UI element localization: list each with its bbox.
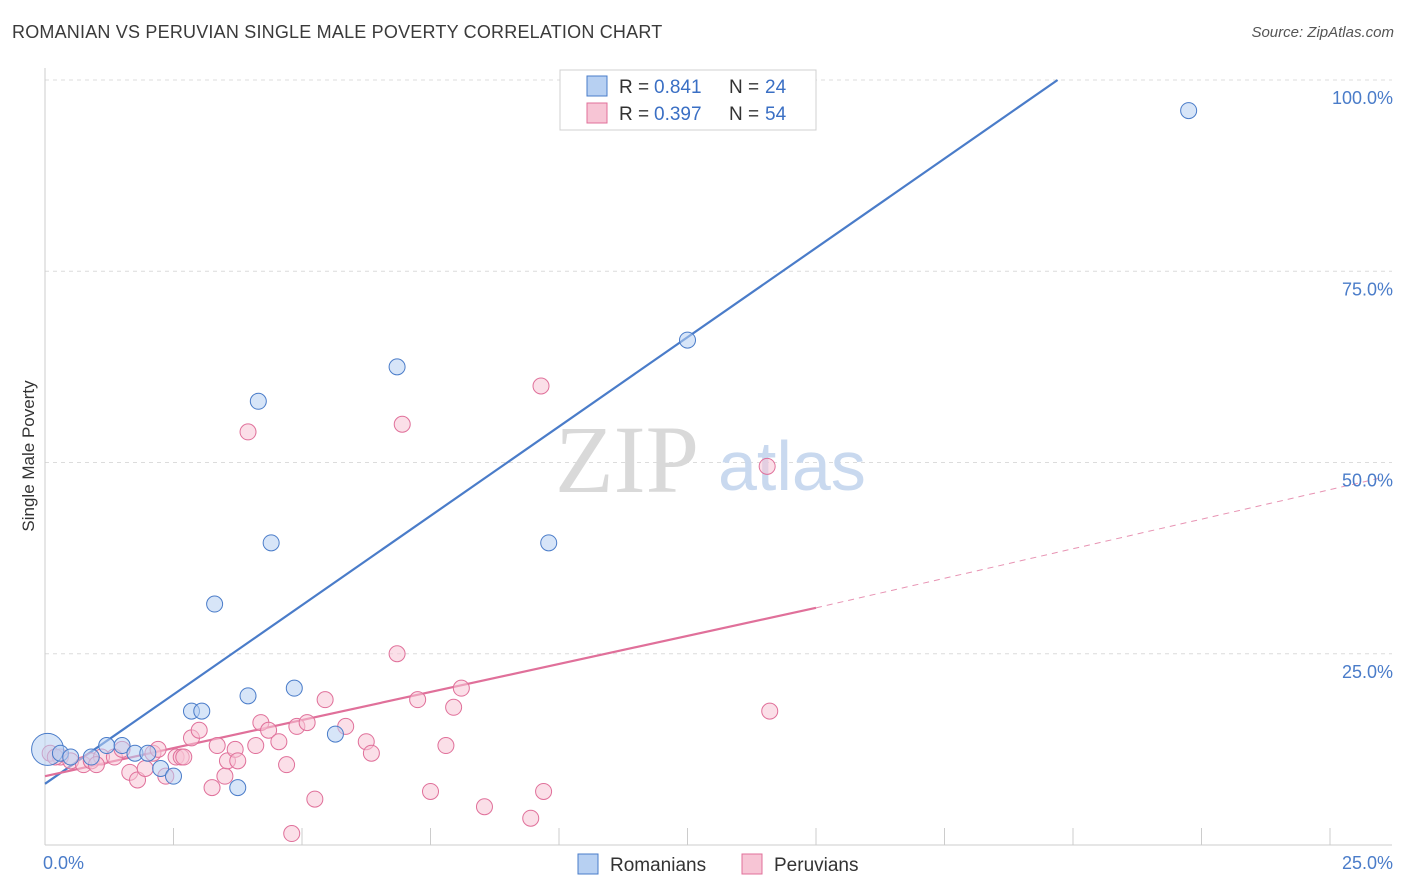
point-peruvians-30 — [283, 825, 301, 843]
watermark: ZIP atlas — [555, 406, 866, 513]
point-romanians-12 — [206, 595, 224, 613]
point-peruvians-27 — [260, 721, 278, 739]
legend-r-value-2: 0.397 — [654, 104, 702, 125]
point-romanians-13 — [229, 779, 247, 797]
y-tick-label-0: 25.0% — [1342, 662, 1393, 682]
point-romanians-2 — [62, 748, 80, 766]
point-romanians-22 — [1180, 102, 1198, 120]
point-peruvians-50 — [761, 702, 779, 720]
point-peruvians-29 — [278, 756, 296, 774]
point-peruvians-44 — [452, 679, 470, 697]
point-peruvians-49 — [758, 457, 776, 475]
point-peruvians-23 — [229, 752, 247, 770]
point-peruvians-53 — [175, 748, 193, 766]
point-peruvians-17 — [190, 721, 208, 739]
chart-title: ROMANIAN VS PERUVIAN SINGLE MALE POVERTY… — [12, 22, 663, 42]
point-peruvians-46 — [522, 809, 540, 827]
point-peruvians-19 — [208, 737, 226, 755]
point-romanians-5 — [113, 737, 131, 755]
point-peruvians-37 — [362, 744, 380, 762]
legend-r-label-2: R = — [619, 104, 649, 125]
point-peruvians-33 — [306, 790, 324, 808]
point-peruvians-43 — [445, 698, 463, 716]
point-peruvians-45 — [475, 798, 493, 816]
point-romanians-7 — [139, 744, 157, 762]
legend-n-value-2: 54 — [765, 104, 787, 125]
point-peruvians-28 — [270, 733, 288, 751]
point-romanians-17 — [285, 679, 303, 697]
legend-r-value-1: 0.841 — [654, 77, 702, 98]
y-axis-title: Single Male Poverty — [19, 380, 38, 532]
series-legend-swatch-peruvians — [741, 853, 763, 875]
point-peruvians-20 — [216, 767, 234, 785]
y-tick-label-1: 50.0% — [1342, 471, 1393, 491]
point-peruvians-48 — [535, 782, 553, 800]
series-legend-swatch-romanians — [577, 853, 599, 875]
series-legend-label-romanians: Romanians — [610, 855, 706, 876]
trend-lines — [44, 79, 1382, 785]
y-tick-label-3: 100.0% — [1332, 88, 1393, 108]
x-tick-label-1: 25.0% — [1342, 853, 1393, 873]
stats-legend: R = 0.841 N = 24 R = 0.397 N = 54 — [559, 69, 817, 131]
gridlines — [45, 79, 1392, 655]
point-romanians-20 — [540, 534, 558, 552]
series-legend-label-peruvians: Peruvians — [774, 855, 859, 876]
point-peruvians-41 — [422, 782, 439, 800]
legend-swatch-romanians — [586, 75, 608, 97]
point-peruvians-39 — [393, 415, 411, 433]
series-legend: Romanians Peruvians — [577, 853, 859, 876]
point-romanians-15 — [249, 392, 267, 410]
point-romanians-9 — [165, 767, 182, 785]
point-romanians-21 — [679, 331, 696, 349]
point-peruvians-34 — [316, 691, 334, 709]
data-points — [31, 75, 1198, 843]
legend-r-label-1: R = — [619, 77, 649, 98]
point-peruvians-42 — [437, 737, 455, 755]
chart-source: Source: ZipAtlas.com — [1251, 24, 1394, 41]
trend-line-romanians — [44, 79, 1059, 785]
point-peruvians-40 — [409, 691, 427, 709]
point-romanians-18 — [326, 725, 344, 743]
point-romanians-19 — [388, 358, 406, 376]
axes — [44, 68, 1392, 846]
watermark-atlas: atlas — [718, 427, 866, 505]
point-peruvians-24 — [239, 423, 257, 441]
point-romanians-4 — [98, 737, 116, 755]
point-peruvians-18 — [203, 779, 221, 797]
x-tick-label-0: 0.0% — [43, 853, 84, 873]
point-romanians-3 — [82, 748, 100, 766]
point-romanians-14 — [239, 687, 257, 705]
point-romanians-16 — [262, 534, 280, 552]
legend-n-value-1: 24 — [765, 77, 787, 98]
trend-extension-peruvians — [815, 477, 1382, 609]
legend-n-label-2: N = — [729, 104, 759, 125]
point-peruvians-47 — [532, 377, 550, 395]
watermark-zip: ZIP — [555, 406, 699, 513]
point-peruvians-38 — [388, 645, 406, 663]
tick-labels: 25.0% 50.0% 75.0% 100.0% 0.0% 25.0% — [43, 88, 1393, 873]
point-romanians-8 — [152, 760, 170, 777]
legend-swatch-peruvians — [586, 102, 608, 124]
trend-line-peruvians — [44, 606, 817, 778]
point-romanians-11 — [193, 702, 211, 720]
point-peruvians-32 — [298, 714, 316, 732]
y-tick-label-2: 75.0% — [1342, 279, 1393, 299]
point-peruvians-25 — [247, 737, 265, 755]
legend-n-label-1: N = — [729, 77, 759, 98]
point-peruvians-10 — [136, 760, 154, 777]
